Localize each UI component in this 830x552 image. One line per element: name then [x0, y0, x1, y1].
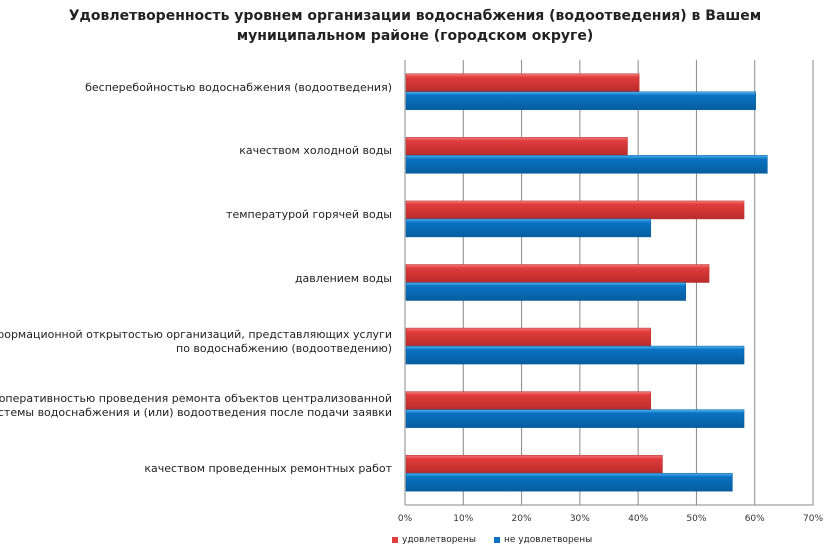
category-label-line: давлением воды: [294, 271, 392, 285]
category-label: оперативностью проведения ремонта объект…: [0, 392, 392, 420]
bar-unsatisfied: [405, 155, 768, 174]
legend: удовлетворены не удовлетворены: [392, 535, 592, 545]
x-tick-label: 40%: [628, 514, 649, 524]
bar-unsatisfied: [405, 409, 745, 428]
category-label-line: оперативностью проведения ремонта объект…: [0, 391, 392, 405]
legend-item-unsatisfied: не удовлетворены: [493, 535, 593, 545]
x-tick-label: 20%: [511, 514, 532, 524]
bar-unsatisfied: [405, 472, 733, 492]
x-tick-label: 50%: [686, 514, 707, 524]
legend-item-satisfied: удовлетворены: [392, 535, 476, 545]
bar-satisfied: [405, 327, 652, 347]
category-label-line: качеством проведенных ремонтных работ: [144, 462, 392, 476]
category-label: бесперебойностью водоснабжения (водоотве…: [0, 81, 392, 95]
category-label: качеством проведенных ремонтных работ: [0, 462, 392, 476]
bar-satisfied: [405, 391, 652, 410]
x-tick-label: 0%: [397, 514, 413, 524]
category-label: температурой горячей воды: [0, 208, 392, 222]
legend-swatch-red: [392, 536, 398, 543]
category-label-line: по водоснабжению (водоотведению): [176, 342, 392, 356]
category-label: информационной открытостью организаций, …: [0, 328, 392, 356]
bar-satisfied: [405, 200, 745, 220]
bar-unsatisfied: [405, 282, 687, 301]
x-tick-label: 70%: [802, 514, 824, 524]
legend-label: удовлетворены: [402, 535, 476, 545]
bar-satisfied: [405, 137, 628, 156]
category-label: давлением воды: [0, 272, 392, 286]
x-tick-label: 60%: [744, 514, 765, 524]
category-label: качеством холодной воды: [0, 144, 392, 158]
category-label-line: температурой горячей воды: [226, 207, 392, 221]
chart-title-line-1: Удовлетворенность уровнем организации во…: [68, 8, 762, 24]
x-tick-label: 10%: [453, 514, 474, 524]
category-label-line: информационной открытостью организаций, …: [0, 328, 392, 342]
category-label-line: качеством холодной воды: [239, 144, 392, 158]
bar-unsatisfied: [405, 91, 756, 111]
legend-label: не удовлетворены: [503, 535, 593, 545]
bar-satisfied: [405, 73, 640, 93]
x-tick-label: 30%: [569, 514, 590, 524]
bar-unsatisfied: [405, 345, 745, 365]
chart-title-line-2: муниципальном районе (городском округе): [236, 28, 594, 44]
bar-satisfied: [405, 264, 710, 283]
bar-unsatisfied: [405, 218, 652, 238]
chart-title: Удовлетворенность уровнем организации во…: [0, 6, 830, 46]
legend-swatch-blue: [493, 536, 500, 543]
bar-satisfied: [405, 454, 663, 474]
category-label-line: бесперебойностью водоснабжения (водоотве…: [85, 80, 392, 94]
category-label-line: системы водоснабжения и (или) водоотведе…: [0, 405, 392, 419]
